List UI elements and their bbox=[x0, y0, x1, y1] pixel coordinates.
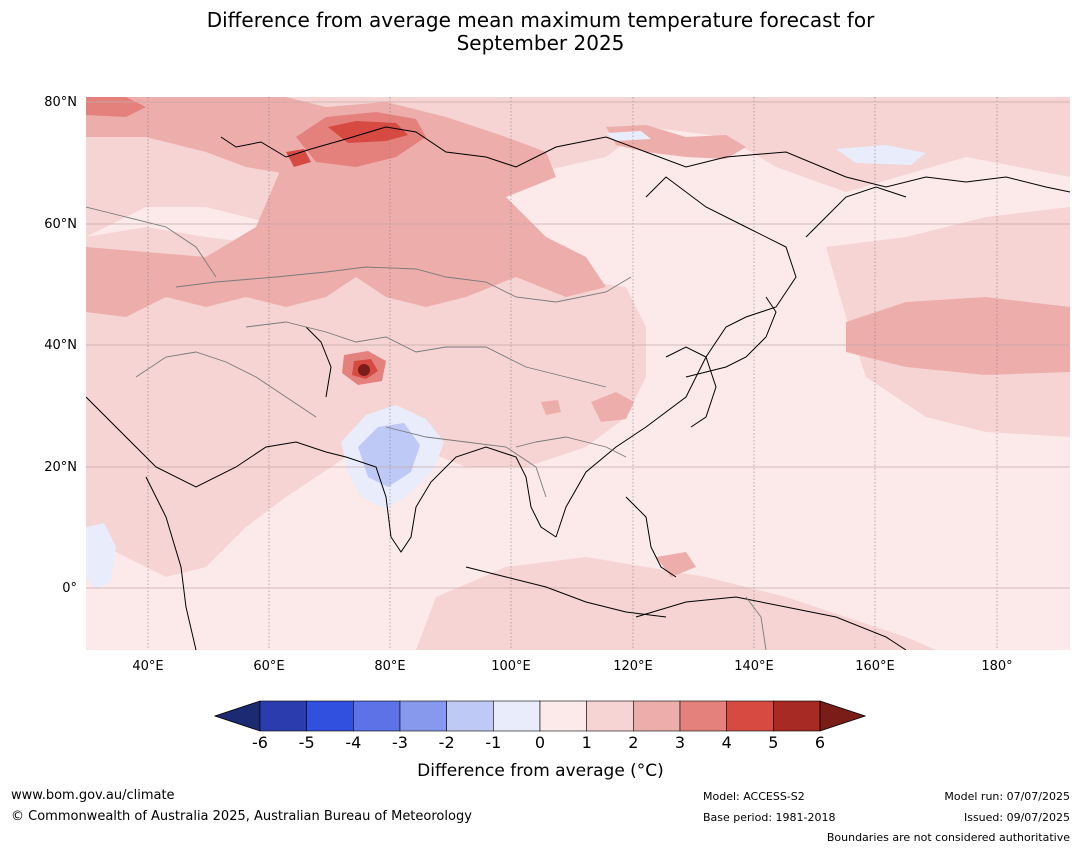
colorbar-extend-low bbox=[214, 700, 261, 732]
colorbar-cells bbox=[214, 700, 866, 732]
anomaly-peak bbox=[358, 364, 370, 376]
colorbar-cell bbox=[586, 700, 634, 732]
colorbar bbox=[214, 700, 866, 732]
lon-label-60e: 60°E bbox=[253, 659, 285, 674]
colorbar-tick-label: 0 bbox=[534, 733, 546, 752]
lon-label-120e: 120°E bbox=[613, 659, 653, 674]
meridians bbox=[147, 97, 998, 650]
lat-label-40n: 40°N bbox=[44, 338, 77, 353]
colorbar-cell bbox=[353, 700, 401, 732]
lat-label-60n: 60°N bbox=[44, 217, 77, 232]
colorbar-tick-label: -6 bbox=[252, 733, 268, 752]
colorbar-tick-label: 5 bbox=[768, 733, 779, 752]
title-line-2: September 2025 bbox=[456, 31, 625, 55]
copyright-text: © Commonwealth of Australia 2025, Austra… bbox=[11, 809, 472, 824]
lon-label-140e: 140°E bbox=[734, 659, 774, 674]
lon-label-160e: 160°E bbox=[855, 659, 895, 674]
colorbar-cell bbox=[679, 700, 727, 732]
title-line-1: Difference from average mean maximum tem… bbox=[206, 8, 875, 32]
colorbar-tick-label: -4 bbox=[345, 733, 362, 752]
colorbar-tick-label: -3 bbox=[392, 733, 408, 752]
colorbar-tick-label: 6 bbox=[814, 733, 826, 752]
model-run: Model run: 07/07/2025 bbox=[944, 790, 1070, 803]
parallels bbox=[86, 101, 1070, 589]
coastlines bbox=[86, 126, 1070, 650]
colorbar-cell bbox=[259, 700, 307, 732]
lon-label-40e: 40°E bbox=[132, 659, 164, 674]
model-info: Model: ACCESS-S2 bbox=[703, 790, 805, 803]
colorbar-tick-label: -2 bbox=[438, 733, 455, 752]
base-period: Base period: 1981-2018 bbox=[703, 811, 836, 824]
colorbar-cell bbox=[306, 700, 354, 732]
colorbar-cell bbox=[493, 700, 541, 732]
colorbar-tick-label: 2 bbox=[628, 733, 639, 752]
colorbar-cell bbox=[773, 700, 821, 732]
country-borders bbox=[86, 206, 767, 650]
lon-label-100e: 100°E bbox=[491, 659, 531, 674]
map-title: Difference from average mean maximum tem… bbox=[0, 9, 1081, 55]
colorbar-tick-label: 4 bbox=[721, 733, 732, 752]
boundaries-disclaimer: Boundaries are not considered authoritat… bbox=[826, 831, 1070, 844]
colorbar-cell bbox=[399, 700, 447, 732]
colorbar-cell bbox=[633, 700, 681, 732]
colorbar-cell bbox=[726, 700, 774, 732]
colorbar-cell bbox=[539, 700, 587, 732]
colorbar-tick-label: 1 bbox=[581, 733, 592, 752]
lon-label-180: 180° bbox=[981, 659, 1013, 674]
lon-label-80e: 80°E bbox=[374, 659, 406, 674]
colorbar-label: Difference from average (°C) bbox=[417, 761, 664, 781]
colorbar-tick-label: -1 bbox=[485, 733, 502, 752]
colorbar-extend-high bbox=[819, 700, 866, 732]
map-canvas bbox=[86, 97, 1070, 650]
colorbar-tick-label: 3 bbox=[674, 733, 686, 752]
forecast-map bbox=[86, 97, 1070, 650]
lat-label-0: 0° bbox=[62, 581, 77, 596]
colorbar-tick-label: -5 bbox=[298, 733, 315, 752]
issued-date: Issued: 09/07/2025 bbox=[963, 811, 1070, 824]
colorbar-cell bbox=[446, 700, 494, 732]
anomaly-below-average bbox=[86, 131, 926, 589]
website-link[interactable]: www.bom.gov.au/climate bbox=[11, 788, 175, 803]
lat-label-80n: 80°N bbox=[44, 95, 77, 110]
lat-label-20n: 20°N bbox=[44, 460, 77, 475]
